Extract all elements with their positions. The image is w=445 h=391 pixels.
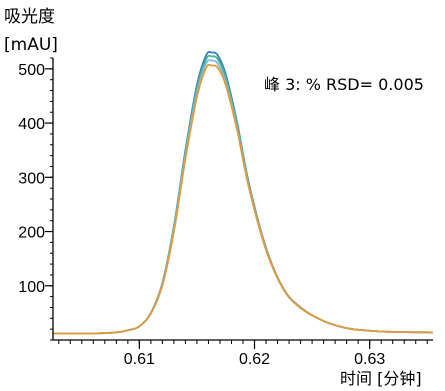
x-tick-label: 0.62: [239, 351, 270, 368]
y-tick-label: 100: [18, 279, 45, 296]
y-axis-label-line-1: 吸光度: [4, 7, 55, 27]
y-axis-label-line-2: [mAU]: [4, 35, 58, 55]
series-line-2: [52, 54, 434, 335]
x-axis-label: 时间 [分钟]: [340, 369, 422, 388]
x-tick-label: 0.61: [124, 351, 155, 368]
y-tick-label: 400: [18, 116, 45, 133]
y-tick-label: 500: [18, 62, 45, 79]
rsd-annotation: 峰 3: % RSD= 0.005: [264, 75, 424, 94]
series-line-3: [52, 59, 434, 335]
y-tick-label: 200: [18, 225, 45, 242]
series-group: [52, 51, 434, 335]
series-line-1: [52, 51, 434, 335]
x-tick-label: 0.63: [354, 351, 385, 368]
series-line-4: [52, 63, 434, 335]
axes-group: 100 200 300 400 500 0.61 0.62 0.63: [18, 57, 433, 368]
y-tick-label: 300: [18, 170, 45, 187]
